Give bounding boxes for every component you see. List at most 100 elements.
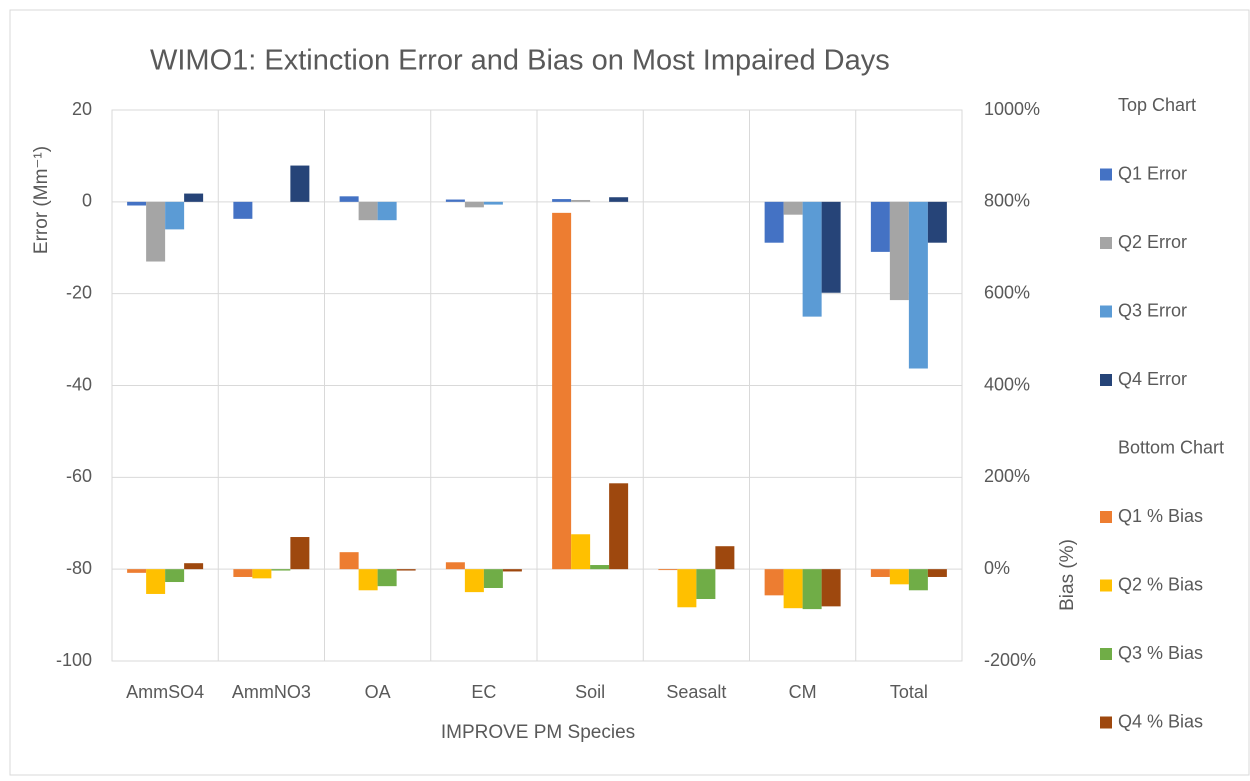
legend-swatch	[1100, 579, 1112, 592]
y-tick-label: -60	[66, 466, 92, 486]
bar	[571, 534, 591, 570]
legend-swatch	[1100, 716, 1112, 729]
chart-frame	[9, 9, 1250, 776]
chart-title: WIMO1: Extinction Error and Bias on Most…	[150, 45, 890, 77]
bar	[889, 201, 909, 301]
bar	[184, 563, 204, 570]
bar	[483, 569, 503, 588]
y2-tick-label: 600%	[984, 282, 1030, 302]
bar	[783, 201, 803, 215]
bar	[609, 483, 629, 570]
legend-label: Q4 Error	[1118, 369, 1187, 389]
legend-swatch	[1100, 237, 1112, 249]
legend-label: Q4 % Bias	[1118, 711, 1203, 731]
bar	[908, 569, 928, 591]
x-tick-label: Soil	[575, 682, 605, 702]
y2-tick-label: 1000%	[984, 99, 1040, 119]
legend-label: Q3 Error	[1118, 300, 1187, 320]
bar	[445, 562, 465, 570]
legend-swatch	[1100, 305, 1112, 318]
bar	[552, 212, 572, 570]
x-tick-label: OA	[365, 682, 391, 702]
bar	[290, 165, 310, 202]
bar	[358, 201, 378, 221]
bar	[715, 546, 735, 570]
y-tick-label: -40	[66, 374, 92, 394]
bar	[889, 569, 909, 585]
x-tick-label: Total	[890, 682, 928, 702]
y-tick-label: -100	[56, 650, 92, 670]
bar	[783, 569, 803, 609]
bar	[464, 569, 484, 593]
bar	[802, 201, 822, 317]
bar	[146, 569, 166, 594]
legend-label: Q1 Error	[1118, 163, 1187, 183]
bar	[696, 569, 716, 600]
bar	[552, 199, 572, 202]
y2-axis-label: Bias (%)	[1057, 539, 1078, 611]
bar	[464, 201, 484, 208]
bar	[396, 569, 416, 571]
y-tick-label: -20	[66, 282, 92, 302]
bar	[339, 552, 359, 570]
legend-title: Bottom Chart	[1118, 437, 1224, 457]
y-axis-label: Error (Mm⁻¹)	[31, 146, 52, 254]
legend-title: Top Chart	[1118, 95, 1196, 115]
x-tick-label: AmmNO3	[232, 682, 311, 702]
bar	[165, 201, 185, 230]
bar	[233, 569, 253, 577]
bar	[358, 569, 378, 591]
x-tick-label: AmmSO4	[126, 682, 204, 702]
bar	[658, 569, 678, 571]
bar	[821, 569, 841, 607]
legend-swatch	[1100, 168, 1112, 181]
x-axis-label: IMPROVE PM Species	[441, 722, 635, 743]
x-tick-label: CM	[789, 682, 817, 702]
y-tick-label: 0	[82, 191, 92, 211]
bar	[127, 201, 147, 206]
legend-swatch	[1100, 648, 1112, 660]
bar	[802, 569, 822, 610]
y2-tick-label: 800%	[984, 191, 1030, 211]
x-tick-label: Seasalt	[666, 682, 726, 702]
bar	[146, 201, 166, 262]
bar	[502, 569, 522, 572]
bar	[377, 569, 397, 587]
legend-label: Q1 % Bias	[1118, 506, 1203, 526]
bar	[764, 569, 784, 596]
bar	[821, 201, 841, 293]
bar	[483, 201, 503, 205]
bar	[571, 199, 591, 202]
bar	[677, 569, 697, 608]
y2-tick-label: 400%	[984, 374, 1030, 394]
bar	[233, 201, 253, 219]
bar	[127, 569, 147, 573]
bar	[339, 196, 359, 202]
bar	[764, 201, 784, 243]
legend-swatch	[1100, 374, 1112, 386]
bar	[908, 201, 928, 369]
legend-label: Q2 Error	[1118, 232, 1187, 252]
bar	[609, 197, 629, 202]
bar	[927, 569, 947, 577]
y-tick-label: -80	[66, 558, 92, 578]
bar	[870, 569, 890, 577]
bar	[870, 201, 890, 252]
bar	[927, 201, 947, 243]
bar	[271, 569, 291, 571]
y-tick-label: 20	[72, 99, 92, 119]
bar	[590, 565, 610, 570]
legend-label: Q3 % Bias	[1118, 643, 1203, 663]
y2-tick-label: -200%	[984, 650, 1036, 670]
bar	[377, 201, 397, 221]
legend-swatch	[1100, 511, 1112, 523]
bar	[165, 569, 185, 583]
bar	[290, 537, 310, 570]
y2-tick-label: 0%	[984, 558, 1010, 578]
plot-border	[111, 109, 963, 662]
bar	[252, 569, 272, 579]
y2-tick-label: 200%	[984, 466, 1030, 486]
bar	[184, 193, 204, 202]
